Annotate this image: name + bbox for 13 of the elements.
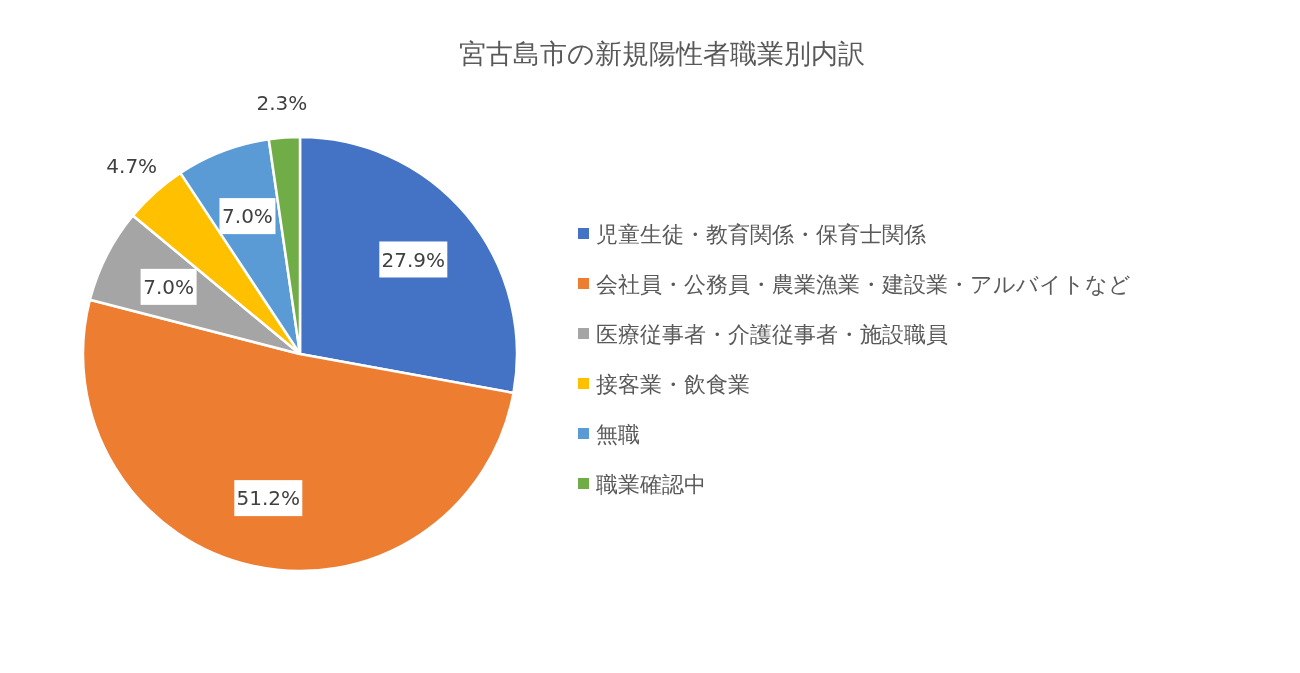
data-label: 7.0% — [143, 274, 194, 299]
legend-label: 児童生徒・教育関係・保育士関係 — [596, 222, 926, 247]
data-label: 2.3% — [256, 90, 308, 115]
data-label: 51.2% — [236, 486, 301, 511]
chart-title: 宮古島市の新規陽性者職業別内訳 — [459, 38, 865, 69]
data-label: 4.7% — [106, 154, 158, 179]
legend-label: 職業確認中 — [596, 472, 706, 497]
legend-label: 会社員・公務員・農業漁業・建設業・アルバイトなど — [596, 272, 1131, 297]
legend-label: 無職 — [596, 422, 640, 447]
legend-label: 接客業・飲食業 — [596, 372, 750, 397]
data-label: 7.0% — [222, 204, 273, 229]
legend-label: 医療従事者・介護従事者・施設職員 — [596, 322, 948, 347]
data-label: 27.9% — [381, 247, 446, 272]
